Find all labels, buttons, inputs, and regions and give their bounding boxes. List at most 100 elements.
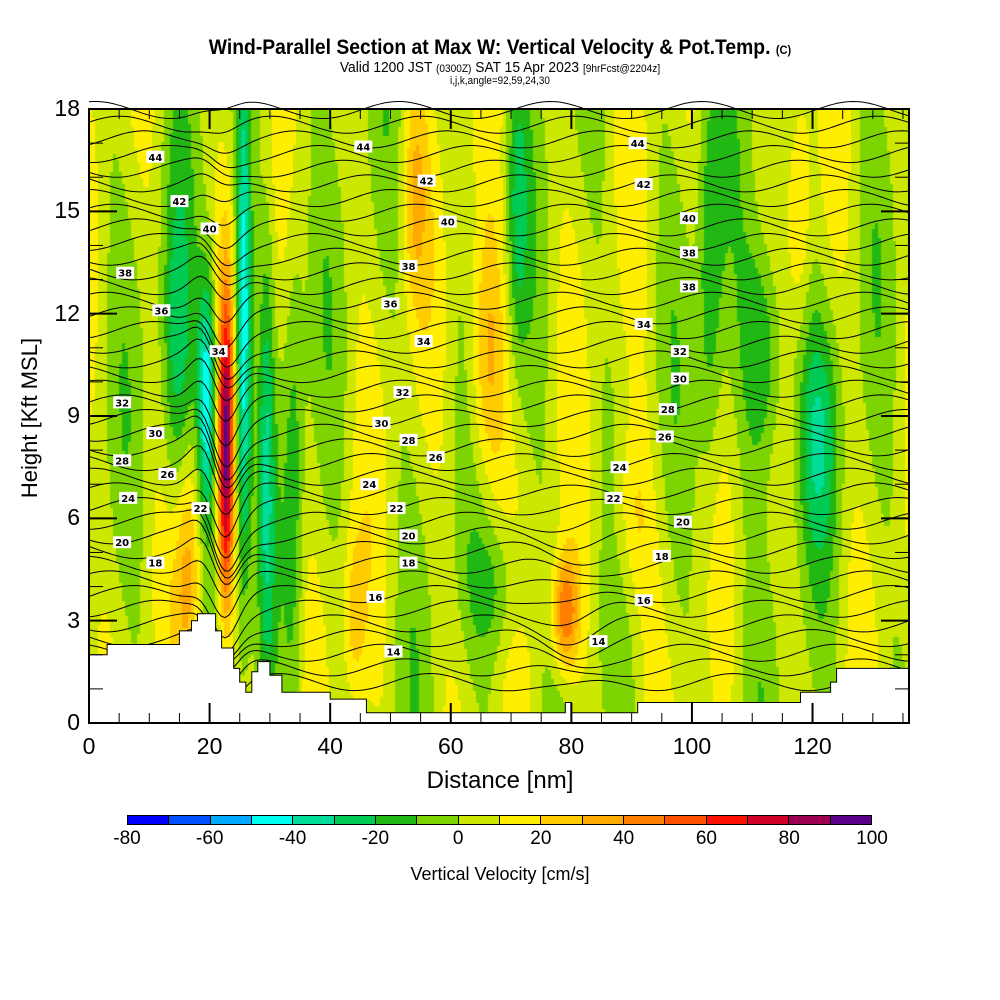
x-tick-label: 0 — [82, 733, 96, 759]
colorbar-swatch — [830, 816, 871, 824]
isentrope-line — [88, 320, 910, 368]
contour-label: 16 — [366, 590, 385, 604]
x-axis-label: Distance [nm] — [426, 767, 574, 794]
svg-text:24: 24 — [613, 463, 627, 474]
isentrope-line — [88, 306, 910, 348]
svg-text:28: 28 — [402, 436, 416, 447]
colorbar-tick-label: -60 — [196, 828, 224, 849]
svg-text:44: 44 — [631, 139, 645, 150]
svg-text:42: 42 — [420, 177, 434, 188]
x-tick-label: 40 — [317, 733, 343, 759]
colorbar-label: Vertical Velocity [cm/s] — [410, 864, 590, 884]
isentrope-line — [88, 232, 910, 267]
svg-text:28: 28 — [661, 405, 675, 416]
contour-label: 26 — [158, 467, 177, 481]
contour-label: 40 — [679, 212, 698, 225]
isentrope-line — [88, 326, 910, 381]
colorbar-tick-label: 0 — [452, 828, 464, 849]
contour-label: 40 — [200, 222, 219, 235]
contour-label: 38 — [116, 266, 135, 280]
svg-text:22: 22 — [607, 494, 621, 505]
colorbar-swatch — [747, 816, 790, 824]
y-tick-label: 6 — [67, 504, 80, 531]
colorbar-swatch — [458, 816, 500, 824]
svg-text:26: 26 — [658, 432, 672, 443]
svg-text:26: 26 — [160, 470, 174, 481]
isentrope-line — [88, 415, 910, 481]
contour-label: 18 — [146, 556, 165, 570]
isentrope-line — [88, 173, 910, 193]
svg-text:36: 36 — [384, 299, 398, 310]
svg-text:32: 32 — [673, 347, 687, 358]
colorbar-swatch — [499, 816, 542, 824]
isentrope-line — [88, 218, 910, 250]
svg-text:34: 34 — [212, 347, 226, 358]
contour-label: 22 — [604, 491, 623, 505]
contour-label: 38 — [679, 280, 698, 293]
colorbar-swatch — [582, 816, 624, 824]
contour-label: 44 — [354, 140, 373, 154]
svg-text:44: 44 — [356, 143, 370, 154]
colorbar-swatch — [128, 816, 170, 824]
colorbar-swatch — [375, 816, 418, 824]
plot-overlay: 44 42 40 38 36 34 32 30 28 26 24 22 20 18 44 42 40 38 36 34… — [88, 100, 910, 724]
contour-label: 34 — [209, 345, 228, 358]
contour-label: 20 — [673, 515, 692, 529]
colorbar — [127, 815, 872, 825]
colorbar-swatch — [665, 816, 707, 824]
isentrope-line — [88, 241, 910, 277]
colorbar-swatch — [417, 816, 459, 824]
svg-text:38: 38 — [118, 269, 132, 280]
contour-label: 24 — [610, 461, 629, 474]
svg-text:28: 28 — [115, 456, 129, 467]
contour-label: 40 — [438, 215, 457, 229]
colorbar-tick-label: -80 — [113, 828, 141, 849]
colorbar-tick-label: -20 — [361, 828, 390, 849]
y-tick-label: 15 — [54, 197, 80, 224]
isentrope-line — [88, 358, 910, 401]
svg-text:24: 24 — [121, 494, 135, 505]
isentrope-line — [88, 519, 910, 579]
contour-label: 22 — [191, 502, 210, 515]
contour-label: 28 — [399, 433, 418, 447]
x-tick-label: 60 — [437, 733, 464, 759]
title-suffix: (C) — [775, 43, 792, 57]
svg-text:26: 26 — [429, 453, 443, 464]
svg-text:42: 42 — [172, 197, 186, 208]
colorbar-swatch — [334, 816, 376, 824]
contour-label: 22 — [387, 502, 406, 515]
colorbar-tick-label: 80 — [778, 828, 800, 849]
y-axis-label: Height [Kft MSL] — [17, 337, 42, 499]
isentrope-line — [88, 203, 910, 226]
svg-text:32: 32 — [115, 398, 129, 409]
svg-text:16: 16 — [637, 596, 651, 607]
x-tick-label: 120 — [793, 733, 832, 759]
chart-title: Wind-Parallel Section at Max W: Vertical… — [40, 36, 960, 60]
colorbar-swatch — [169, 816, 211, 824]
contour-label: 16 — [634, 594, 653, 607]
isentrope-line — [88, 555, 910, 599]
isentrope-line — [88, 570, 910, 619]
svg-text:38: 38 — [402, 262, 416, 273]
contour-label: 32 — [113, 396, 132, 409]
valid-date: SAT 15 Apr 2023 — [475, 59, 580, 76]
contour-label: 24 — [360, 478, 379, 491]
svg-text:34: 34 — [637, 320, 651, 331]
svg-text:30: 30 — [673, 374, 687, 385]
grid-info: i,j,k,angle=92,59,24,30 — [450, 75, 550, 87]
contour-label: 26 — [426, 450, 445, 464]
contour-label: 42 — [417, 174, 436, 188]
isentrope-line — [88, 426, 910, 489]
y-tick-label: 18 — [54, 95, 80, 121]
colorbar-swatch — [210, 816, 252, 824]
contour-label: 42 — [634, 178, 653, 191]
y-tick-label: 12 — [54, 299, 80, 326]
contour-label: 14 — [589, 635, 608, 648]
isentrope-line — [89, 144, 910, 169]
svg-text:36: 36 — [154, 306, 168, 317]
contour-label: 18 — [399, 556, 418, 570]
x-tick-label: 20 — [196, 733, 223, 759]
svg-text:20: 20 — [115, 538, 129, 549]
colorbar-tick-label: 40 — [613, 828, 635, 849]
valid-utc: (0300Z) — [435, 63, 472, 75]
